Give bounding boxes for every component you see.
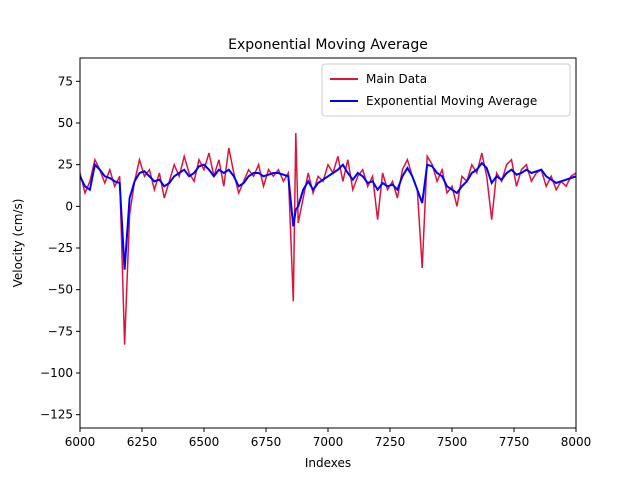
y-tick-label: 50 <box>58 116 73 130</box>
chart-title: Exponential Moving Average <box>228 37 428 53</box>
x-tick-label: 8000 <box>561 435 592 449</box>
y-tick-label: −125 <box>40 408 73 422</box>
data-line <box>80 161 576 270</box>
y-tick-label: −50 <box>48 283 73 297</box>
plot-frame <box>79 57 577 429</box>
x-tick-label: 7000 <box>313 435 344 449</box>
y-axis-label: Velocity (cm/s) <box>11 199 25 288</box>
y-tick-label: 75 <box>58 74 73 88</box>
y-tick-label: −25 <box>48 241 73 255</box>
x-tick-label: 6000 <box>65 435 96 449</box>
x-tick-label: 7250 <box>375 435 406 449</box>
x-tick-label: 6750 <box>251 435 282 449</box>
legend-label: Main Data <box>366 72 427 86</box>
legend-box <box>321 63 571 117</box>
x-tick-label: 7750 <box>499 435 530 449</box>
x-tick-label: 6500 <box>189 435 220 449</box>
x-axis-label: Indexes <box>305 456 351 470</box>
x-tick-label: 7500 <box>437 435 468 449</box>
y-tick-label: −75 <box>48 324 73 338</box>
y-tick-label: 25 <box>58 158 73 172</box>
data-line <box>80 132 576 345</box>
y-tick-label: −100 <box>40 366 73 380</box>
x-tick-label: 6250 <box>127 435 158 449</box>
legend-label: Exponential Moving Average <box>366 94 537 108</box>
y-tick-label: 0 <box>65 199 73 213</box>
